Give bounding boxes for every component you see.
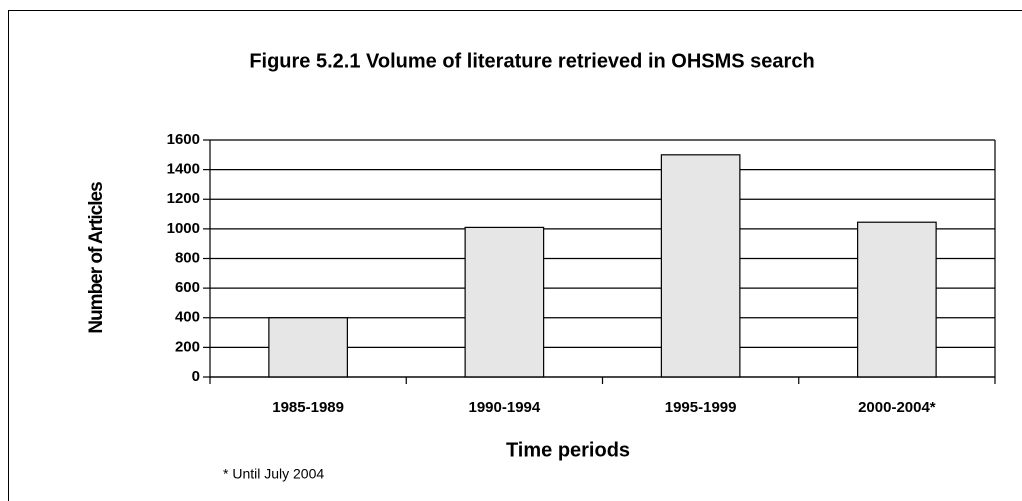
x-axis-label: Time periods [506,439,630,461]
y-tick-label: 1200 [167,190,200,207]
footnote: * Until July 2004 [223,466,324,482]
x-tick-label: 2000-2004* [858,399,936,416]
frame [8,10,1022,501]
x-tick-label: 1985-1989 [272,399,344,416]
bar [857,221,937,378]
y-tick-label: 1000 [167,220,200,237]
y-tick-label: 600 [175,279,200,296]
x-tick-label: 1995-1999 [665,399,737,416]
y-axis-label: Number of Articles [86,182,107,334]
y-tick-label: 1400 [167,161,200,178]
chart-title: Figure 5.2.1 Volume of literature retrie… [249,50,814,72]
y-tick-label: 0 [192,368,200,385]
y-tick-label: 400 [175,309,200,326]
y-tick-label: 200 [175,338,200,355]
y-tick-label: 1600 [167,131,200,148]
bar [464,226,545,378]
bar [660,154,741,378]
y-tick-label: 800 [175,249,200,266]
x-tick-label: 1990-1994 [469,399,541,416]
bar [268,317,348,378]
